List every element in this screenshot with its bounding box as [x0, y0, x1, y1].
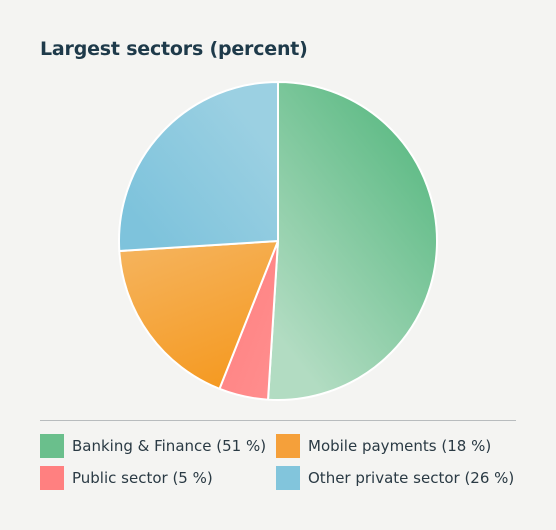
legend-item-banking-finance: Banking & Finance (51 %) — [40, 433, 266, 459]
legend-label-other-private-sector: Other private sector (26 %) — [308, 469, 515, 487]
legend-item-mobile-payments: Mobile payments (18 %) — [276, 433, 491, 459]
legend-label-mobile-payments: Mobile payments (18 %) — [308, 437, 492, 455]
chart-title: Largest sectors (percent) — [40, 38, 308, 60]
legend-swatch-mobile-payments — [276, 434, 300, 458]
pie-chart — [118, 81, 439, 401]
legend-swatch-other-private-sector — [276, 466, 300, 490]
legend-label-public-sector: Public sector (5 %) — [72, 469, 213, 487]
legend-label-banking-finance: Banking & Finance (51 %) — [72, 437, 267, 455]
legend-swatch-public-sector — [40, 466, 64, 490]
legend-divider — [40, 420, 516, 421]
legend-item-public-sector: Public sector (5 %) — [40, 465, 213, 491]
pie-slice-other-private-sector — [118, 81, 279, 252]
legend-item-other-private-sector: Other private sector (26 %) — [276, 465, 514, 491]
pie-slice-mobile-payments — [118, 240, 279, 390]
pie-slice-banking-finance — [267, 81, 439, 401]
legend-swatch-banking-finance — [40, 434, 64, 458]
